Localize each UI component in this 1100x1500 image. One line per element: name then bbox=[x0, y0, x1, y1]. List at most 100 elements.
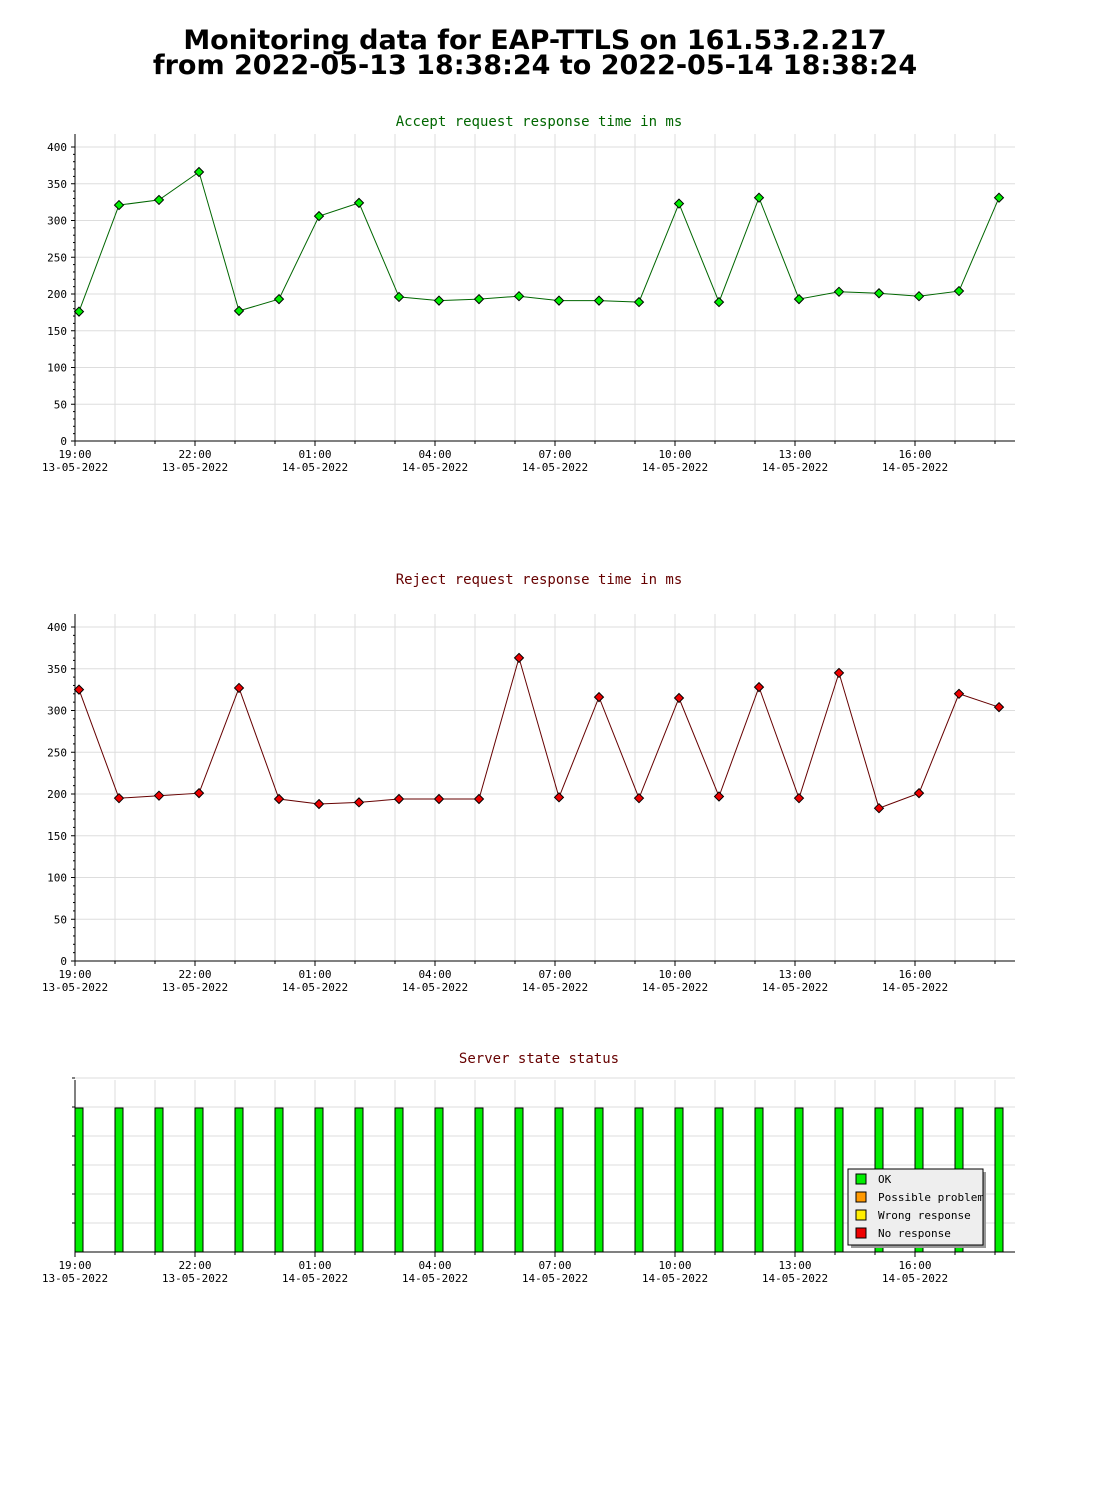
data-point bbox=[593, 691, 605, 703]
chart-title: Reject request response time in ms bbox=[396, 572, 683, 588]
series-line bbox=[78, 656, 1000, 809]
x-tick-label-time: 10:00 bbox=[658, 448, 691, 461]
data-point bbox=[873, 802, 885, 814]
y-tick-label: 350 bbox=[47, 178, 67, 191]
x-tick-label-date: 13-05-2022 bbox=[42, 1272, 108, 1285]
data-point bbox=[633, 792, 645, 804]
x-tick-label-time: 16:00 bbox=[898, 448, 931, 461]
x-tick-label-date: 14-05-2022 bbox=[402, 461, 468, 474]
x-tick-label-time: 07:00 bbox=[538, 1259, 571, 1272]
data-point bbox=[913, 290, 925, 302]
data-point bbox=[273, 293, 285, 305]
y-tick-label: 200 bbox=[47, 288, 67, 301]
x-tick-label-time: 04:00 bbox=[418, 448, 451, 461]
x-tick-label-date: 14-05-2022 bbox=[282, 1272, 348, 1285]
y-tick-label: 200 bbox=[47, 788, 67, 801]
data-point bbox=[793, 792, 805, 804]
x-tick-label-date: 13-05-2022 bbox=[162, 1272, 228, 1285]
x-tick-label-time: 01:00 bbox=[298, 1259, 331, 1272]
y-tick-label: 250 bbox=[47, 746, 67, 759]
data-point bbox=[753, 681, 765, 693]
x-tick-label-date: 13-05-2022 bbox=[42, 981, 108, 994]
y-tick-label: 150 bbox=[47, 325, 67, 338]
x-tick-label-time: 13:00 bbox=[778, 968, 811, 981]
status-bar bbox=[234, 1107, 244, 1253]
data-point bbox=[793, 293, 805, 305]
data-point bbox=[833, 286, 845, 298]
x-tick-label-time: 04:00 bbox=[418, 968, 451, 981]
status-bar bbox=[394, 1107, 404, 1253]
x-tick-label-date: 14-05-2022 bbox=[762, 981, 828, 994]
x-tick-label-date: 14-05-2022 bbox=[522, 1272, 588, 1285]
legend-swatch bbox=[855, 1209, 867, 1221]
x-tick-label-time: 16:00 bbox=[898, 968, 931, 981]
x-tick-label-date: 14-05-2022 bbox=[882, 461, 948, 474]
data-point bbox=[473, 793, 485, 805]
x-tick-label-date: 13-05-2022 bbox=[42, 461, 108, 474]
y-tick-label: 300 bbox=[47, 215, 67, 228]
x-tick-label-date: 14-05-2022 bbox=[402, 981, 468, 994]
status-bar bbox=[554, 1107, 564, 1253]
y-tick-label: 100 bbox=[47, 872, 67, 885]
x-tick-label-time: 10:00 bbox=[658, 1259, 691, 1272]
data-point bbox=[433, 793, 445, 805]
page-title-line-1: Monitoring data for EAP-TTLS on 161.53.2… bbox=[183, 25, 887, 56]
data-point bbox=[673, 692, 685, 704]
page-title-line-2: from 2022-05-13 18:38:24 to 2022-05-14 1… bbox=[152, 50, 918, 81]
status-bar bbox=[514, 1107, 524, 1253]
x-tick-label-time: 22:00 bbox=[178, 1259, 211, 1272]
data-point bbox=[113, 792, 125, 804]
data-point bbox=[393, 793, 405, 805]
status-bar bbox=[354, 1107, 364, 1253]
data-point bbox=[353, 797, 365, 808]
data-point bbox=[233, 682, 245, 694]
data-point bbox=[513, 652, 525, 664]
x-tick-label-date: 14-05-2022 bbox=[642, 1272, 708, 1285]
chart-1: Accept request response time in ms 0 50 100… bbox=[42, 114, 1015, 474]
x-tick-label-time: 04:00 bbox=[418, 1259, 451, 1272]
x-tick-label-time: 01:00 bbox=[298, 448, 331, 461]
legend-label: Wrong response bbox=[878, 1209, 971, 1222]
data-point bbox=[833, 667, 845, 679]
x-tick-label-time: 10:00 bbox=[658, 968, 691, 981]
status-bar bbox=[714, 1107, 724, 1253]
chart-title: Server state status bbox=[459, 1051, 619, 1067]
x-tick-label-time: 22:00 bbox=[178, 968, 211, 981]
data-point bbox=[313, 210, 325, 222]
y-tick-label: 100 bbox=[47, 362, 67, 375]
status-bar bbox=[634, 1107, 644, 1253]
data-point bbox=[713, 791, 725, 802]
data-point bbox=[673, 198, 685, 209]
data-point bbox=[433, 295, 445, 306]
x-tick-label-date: 14-05-2022 bbox=[402, 1272, 468, 1285]
y-tick-label: 50 bbox=[54, 398, 67, 411]
status-bar bbox=[194, 1107, 204, 1253]
status-bar bbox=[114, 1107, 124, 1253]
status-bar bbox=[274, 1107, 284, 1253]
data-point bbox=[993, 192, 1005, 203]
legend-label: No response bbox=[878, 1227, 951, 1240]
x-tick-label-date: 14-05-2022 bbox=[762, 461, 828, 474]
x-tick-label-time: 01:00 bbox=[298, 968, 331, 981]
status-bar bbox=[74, 1107, 84, 1253]
series-line bbox=[78, 171, 1000, 312]
x-tick-label-time: 13:00 bbox=[778, 1259, 811, 1272]
legend-swatch bbox=[855, 1173, 867, 1185]
data-point bbox=[353, 197, 365, 209]
y-tick-label: 0 bbox=[60, 955, 67, 968]
data-point bbox=[73, 684, 85, 695]
status-bar bbox=[994, 1107, 1004, 1253]
data-point bbox=[193, 787, 205, 799]
chart-2: Reject request response time in ms 0 50 100… bbox=[42, 572, 1015, 994]
data-point bbox=[473, 293, 485, 305]
status-bar bbox=[594, 1107, 604, 1253]
status-bar bbox=[154, 1107, 164, 1253]
data-point bbox=[633, 296, 645, 308]
status-bar bbox=[314, 1107, 324, 1253]
data-point bbox=[993, 701, 1005, 713]
y-tick-label: 0 bbox=[60, 435, 67, 448]
y-tick-label: 250 bbox=[47, 251, 67, 264]
x-tick-label-time: 07:00 bbox=[538, 448, 571, 461]
legend-box bbox=[847, 1168, 984, 1246]
x-tick-label-date: 14-05-2022 bbox=[282, 981, 348, 994]
